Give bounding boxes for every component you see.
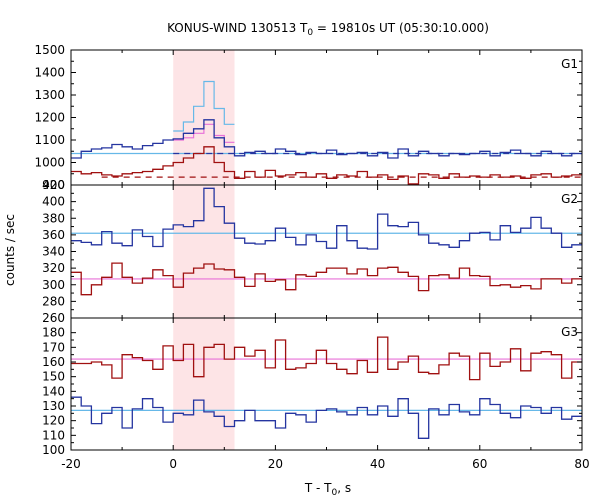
series-red <box>71 146 582 185</box>
y-tick-label: 280 <box>42 294 65 308</box>
panel-frame <box>70 49 583 186</box>
shaded-interval <box>173 318 235 450</box>
panel-label: G2 <box>561 192 578 206</box>
chart-title: KONUS-WIND 130513 T0 = 19810s UT (05:30:… <box>167 21 489 38</box>
y-tick-label: 120 <box>42 414 65 428</box>
y-tick-label: 300 <box>42 278 65 292</box>
series-red <box>71 336 582 381</box>
x-tick-label: 20 <box>268 457 283 471</box>
y-tick-label: 1200 <box>34 111 65 125</box>
y-tick-label: 400 <box>42 195 65 209</box>
x-axis-label: T - T0, s <box>304 481 351 498</box>
panel-g2: 260 280 300 320 340 360 380 400 420 G2 <box>42 178 583 325</box>
shaded-interval <box>173 50 235 185</box>
y-tick-label: 900 <box>42 178 65 192</box>
y-tick-label: 360 <box>42 228 65 242</box>
panel-frame <box>70 184 583 319</box>
y-tick-label: 320 <box>42 261 65 275</box>
x-tick-label: 40 <box>370 457 385 471</box>
series-fine-lightblue <box>173 80 235 132</box>
y-tick-label: 380 <box>42 211 65 225</box>
y-tick-label: 1100 <box>34 133 65 147</box>
y-tick-label: 1500 <box>34 43 65 57</box>
y-tick-label: 1300 <box>34 88 65 102</box>
chart-title-subscript: 0 <box>307 28 313 38</box>
series-blue <box>71 396 582 439</box>
y-axis-label: counts / sec <box>3 214 17 286</box>
y-tick-label: 140 <box>42 384 65 398</box>
y-tick-label: 100 <box>42 443 65 457</box>
y-tick-label: 180 <box>42 326 65 340</box>
x-tick-label: -20 <box>61 457 81 471</box>
panel-g1: 900 1000 1100 1200 1300 1400 1500 G1 <box>34 43 583 192</box>
y-tick-label: 340 <box>42 245 65 259</box>
series-blue <box>71 187 582 250</box>
y-tick-label: 1400 <box>34 66 65 80</box>
y-tick-label: 150 <box>42 370 65 384</box>
x-tick-label: 60 <box>472 457 487 471</box>
x-axis-label-subscript: 0 <box>332 488 338 498</box>
x-tick-label: 80 <box>574 457 589 471</box>
y-tick-label: 110 <box>42 428 65 442</box>
panel-label: G1 <box>561 57 578 71</box>
panel-label: G3 <box>561 325 578 339</box>
y-tick-label: 170 <box>42 340 65 354</box>
panels-group: 900100011001200130014001500G126028030032… <box>34 43 589 471</box>
y-tick-label: 420 <box>42 178 65 192</box>
y-tick-label: 260 <box>42 311 65 325</box>
series-blue <box>71 119 582 159</box>
panel-frame <box>70 317 583 451</box>
x-tick-label: 0 <box>169 457 177 471</box>
y-tick-label: 1000 <box>34 156 65 170</box>
y-tick-label: 160 <box>42 355 65 369</box>
series-red <box>71 262 582 296</box>
y-tick-label: 130 <box>42 399 65 413</box>
